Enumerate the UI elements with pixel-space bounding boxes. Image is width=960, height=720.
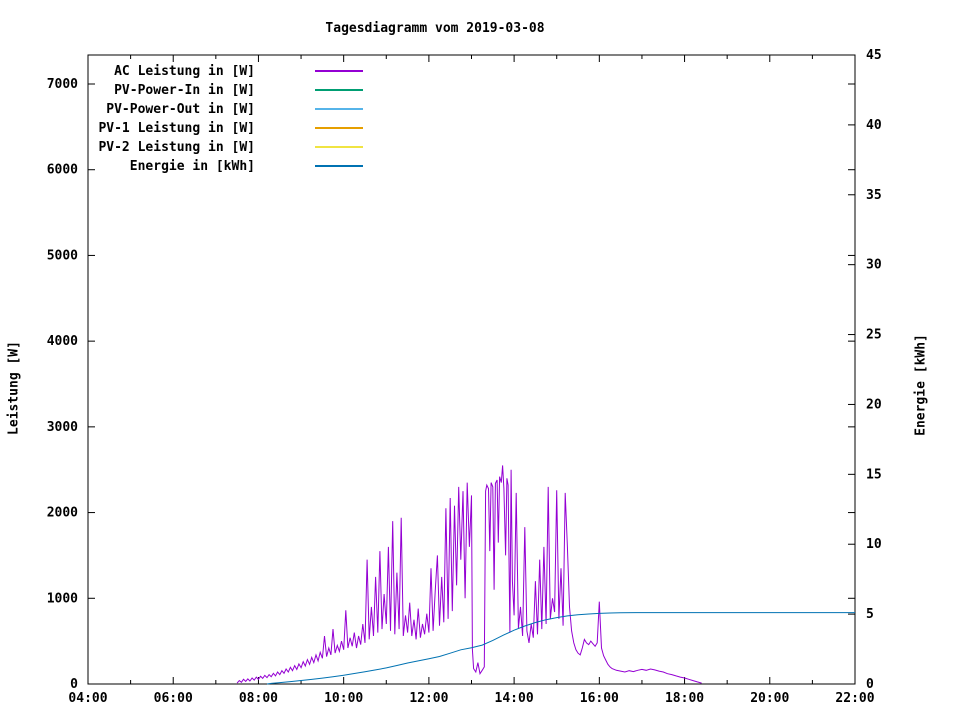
y-right-tick-label: 35	[866, 188, 882, 203]
y-right-tick-label: 15	[866, 467, 882, 482]
legend-label: PV-1 Leistung in [W]	[98, 121, 255, 136]
x-tick-label: 12:00	[409, 691, 448, 706]
x-tick-label: 22:00	[835, 691, 874, 706]
x-tick-label: 10:00	[324, 691, 363, 706]
series-line-ac-leistung-in-w	[236, 465, 702, 684]
y-left-tick-label: 7000	[47, 77, 78, 92]
x-tick-label: 08:00	[239, 691, 278, 706]
x-tick-label: 14:00	[495, 691, 534, 706]
legend-label: AC Leistung in [W]	[114, 64, 255, 79]
x-tick-label: 16:00	[580, 691, 619, 706]
y-right-tick-label: 40	[866, 118, 882, 133]
legend-label: PV-Power-Out in [W]	[106, 102, 255, 117]
legend-label: PV-Power-In in [W]	[114, 83, 255, 98]
y-right-tick-label: 20	[866, 397, 882, 412]
y-right-tick-label: 10	[866, 537, 882, 552]
y-left-tick-label: 5000	[47, 248, 78, 263]
x-tick-label: 06:00	[154, 691, 193, 706]
y-left-tick-label: 6000	[47, 163, 78, 178]
legend-label: PV-2 Leistung in [W]	[98, 140, 255, 155]
y-axis-label-right: Energie [kWh]	[913, 334, 929, 436]
y-right-tick-label: 45	[866, 48, 882, 63]
y-right-tick-label: 30	[866, 258, 882, 273]
y-left-tick-label: 3000	[47, 420, 78, 435]
x-tick-label: 04:00	[68, 691, 107, 706]
y-right-tick-label: 0	[866, 677, 874, 692]
legend-label: Energie in [kWh]	[130, 159, 255, 174]
y-left-tick-label: 2000	[47, 506, 78, 521]
y-right-tick-label: 25	[866, 328, 882, 343]
chart-title: Tagesdiagramm vom 2019-03-08	[325, 21, 545, 36]
y-left-tick-label: 4000	[47, 334, 78, 349]
x-tick-label: 20:00	[750, 691, 789, 706]
series-line-energie-in-kwh	[266, 612, 855, 685]
y-right-tick-label: 5	[866, 607, 874, 622]
y-axis-label-left: Leistung [W]	[6, 341, 22, 435]
y-left-tick-label: 0	[70, 677, 78, 692]
y-left-tick-label: 1000	[47, 591, 78, 606]
x-tick-label: 18:00	[665, 691, 704, 706]
